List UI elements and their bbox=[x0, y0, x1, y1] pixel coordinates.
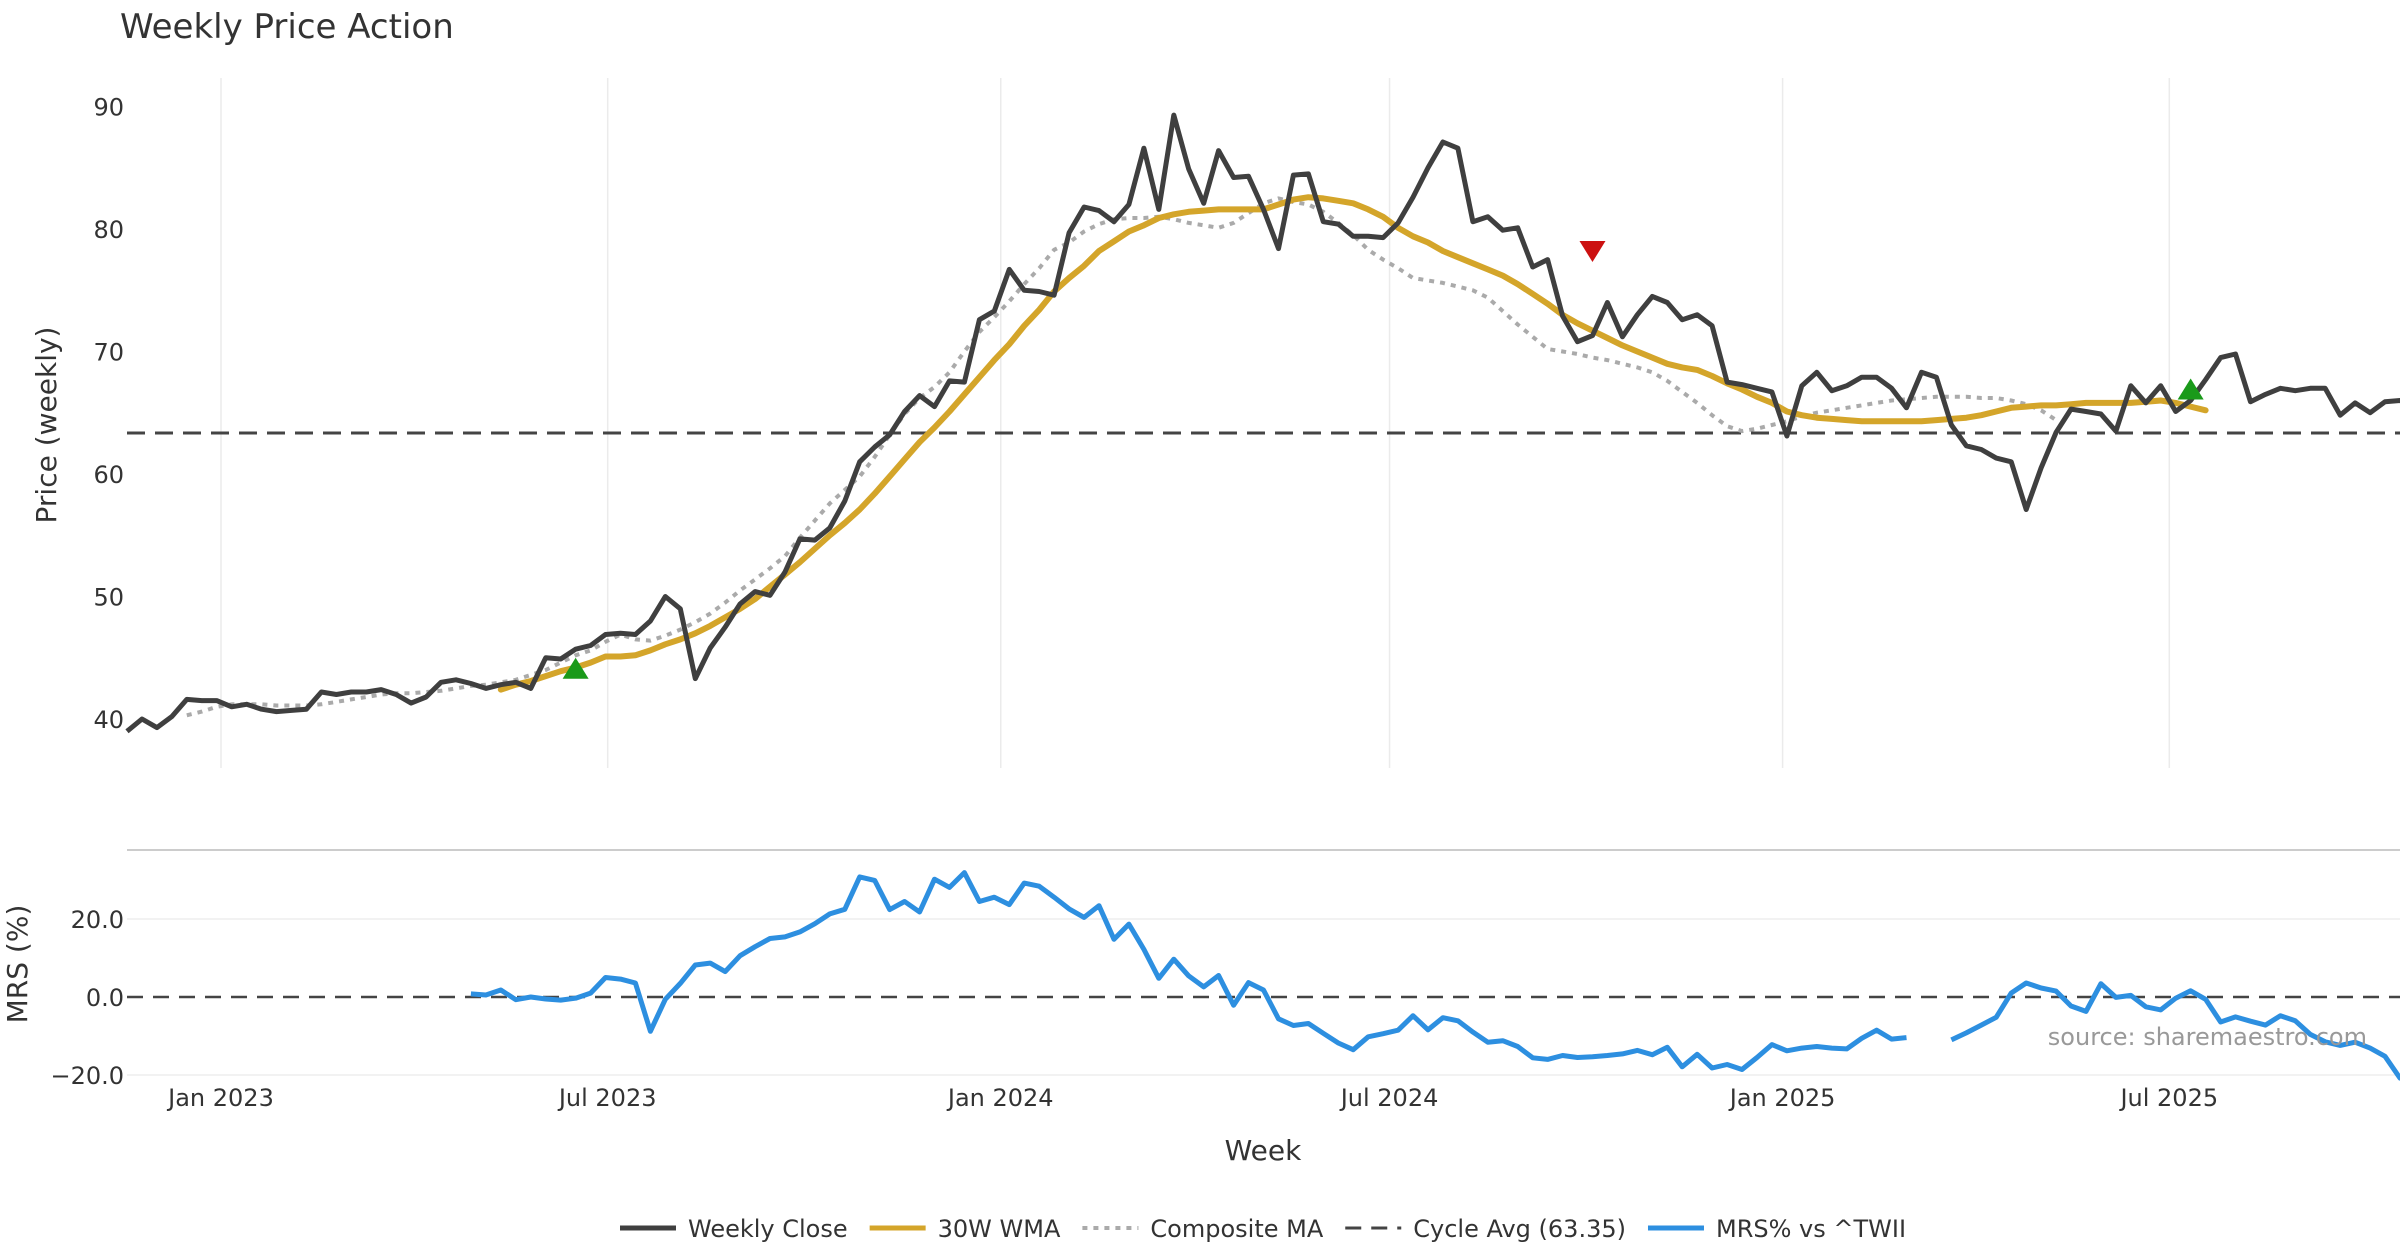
price-y-tick-label: 80 bbox=[93, 216, 124, 244]
wma-30w-line bbox=[497, 194, 2209, 693]
mrs-y-tick-label: 20.0 bbox=[71, 906, 124, 934]
x-axis-label: Week bbox=[1225, 1134, 1302, 1167]
x-tick-label: Jan 2023 bbox=[166, 1084, 274, 1112]
x-tick-label: Jan 2024 bbox=[946, 1084, 1054, 1112]
mrs-y-tick-label: 0.0 bbox=[86, 984, 124, 1012]
mrs-y-axis-label: MRS (%) bbox=[1, 905, 34, 1024]
x-tick-label: Jul 2024 bbox=[1339, 1084, 1439, 1112]
sell-signal-marker bbox=[1579, 241, 1606, 263]
price-panel: 40 50 60 70 80 90 bbox=[93, 94, 2400, 734]
price-y-tick-label: 50 bbox=[93, 584, 124, 612]
x-tick-label: Jul 2025 bbox=[2118, 1084, 2218, 1112]
mrs-line bbox=[1950, 980, 2400, 1081]
price-y-tick-label: 60 bbox=[93, 461, 124, 489]
legend: Weekly Close 30W WMA Composite MA Cycle Avg… bbox=[620, 1215, 1906, 1243]
legend-label-cycle: Cycle Avg (63.35) bbox=[1413, 1215, 1626, 1243]
legend-label-mrs: MRS% vs ^TWII bbox=[1716, 1215, 1906, 1243]
buy-signal-marker bbox=[562, 657, 589, 679]
composite-ma-line bbox=[186, 196, 2058, 718]
source-note: source: sharemaestro.com bbox=[2048, 1023, 2367, 1051]
mrs-line bbox=[470, 870, 1907, 1072]
buy-signal-marker bbox=[2177, 378, 2204, 400]
x-tick-labels: Jan 2023 Jul 2023 Jan 2024 Jul 2024 Jan 2025… bbox=[166, 1084, 2218, 1112]
legend-label-wma: 30W WMA bbox=[938, 1215, 1061, 1243]
x-tick-label: Jan 2025 bbox=[1728, 1084, 1836, 1112]
mrs-y-tick-label: −20.0 bbox=[50, 1062, 124, 1090]
weekly-close-line bbox=[125, 112, 2400, 734]
mrs-panel: 20.0 0.0 −20.0 bbox=[50, 870, 2400, 1090]
chart-title: Weekly Price Action bbox=[120, 7, 454, 47]
legend-label-composite: Composite MA bbox=[1150, 1215, 1323, 1243]
price-y-tick-label: 40 bbox=[93, 706, 124, 734]
price-y-tick-label: 90 bbox=[93, 94, 124, 122]
x-tick-label: Jul 2023 bbox=[557, 1084, 657, 1112]
legend-label-close: Weekly Close bbox=[688, 1215, 848, 1243]
price-y-axis-label: Price (weekly) bbox=[30, 327, 63, 524]
price-y-tick-label: 70 bbox=[93, 339, 124, 367]
